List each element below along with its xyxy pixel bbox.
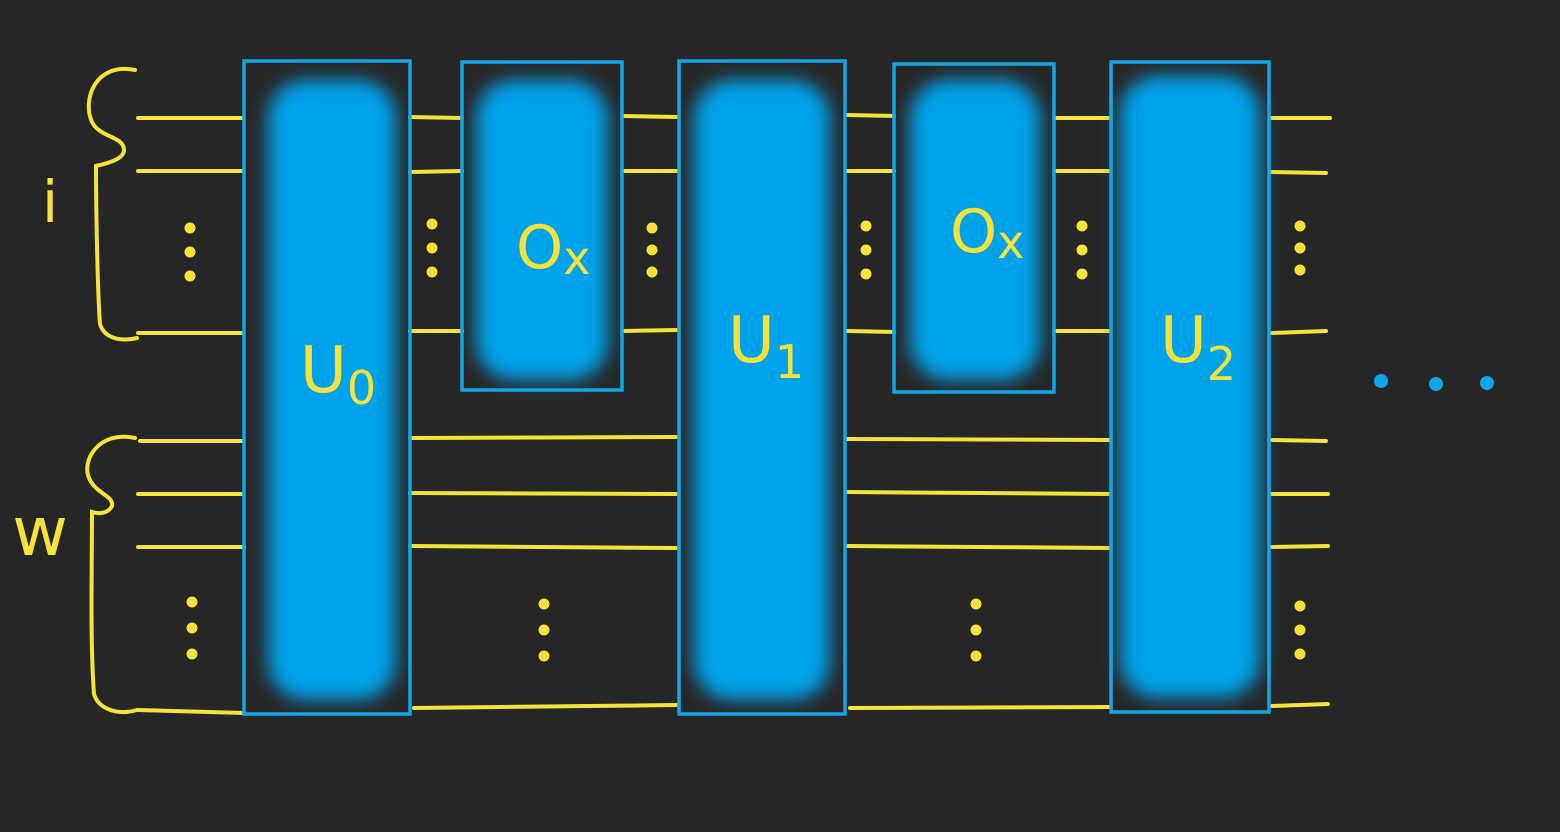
wire-segment xyxy=(412,703,680,710)
ellipsis-dot xyxy=(186,648,198,660)
wire-segment xyxy=(1270,438,1328,443)
gate-ox-2-box xyxy=(892,62,1056,394)
wire-segment xyxy=(844,437,1112,442)
ellipsis-dot xyxy=(184,270,196,282)
wire-segment xyxy=(846,490,1112,496)
ellipsis-dot xyxy=(538,598,550,610)
gate-ox-1: Ox xyxy=(460,60,624,392)
ellipsis-dot xyxy=(970,598,982,610)
ellipsis-dot xyxy=(1076,244,1088,256)
wire-segment xyxy=(844,113,896,118)
vertical-ellipsis-icon xyxy=(426,218,438,278)
vertical-ellipsis-icon xyxy=(538,598,550,662)
gate-u2-box xyxy=(1109,60,1271,714)
wire-segment xyxy=(622,328,680,333)
ellipsis-dot xyxy=(1294,648,1306,660)
gate-ox-2-label: Ox xyxy=(950,197,1024,269)
ellipsis-dot xyxy=(646,222,658,234)
vertical-ellipsis-icon xyxy=(646,222,658,278)
wire-segment xyxy=(1270,329,1328,335)
vertical-ellipsis-icon xyxy=(860,220,872,280)
ellipsis-dot xyxy=(1076,268,1088,280)
gate-ox-1-label: Ox xyxy=(516,213,590,285)
ellipsis-dot xyxy=(1294,264,1306,276)
vertical-ellipsis-icon xyxy=(184,222,196,282)
bottom-register-brace xyxy=(85,434,139,714)
ellipsis-dot xyxy=(1294,220,1306,232)
gate-u0-glow xyxy=(268,80,396,700)
ellipsis-dot xyxy=(1294,600,1306,612)
wire-segment xyxy=(408,491,678,496)
ellipsis-dot xyxy=(860,268,872,280)
ellipsis-dot xyxy=(970,650,982,662)
gate-u2: U2 xyxy=(1109,60,1271,714)
gate-u1-glow xyxy=(694,80,830,700)
gate-ox-1-glow xyxy=(476,80,608,380)
gate-u0: U0 xyxy=(242,59,412,716)
wire-segment xyxy=(622,114,680,119)
circuit-wires xyxy=(136,113,1332,715)
gate-ox-2-glow xyxy=(910,80,1040,380)
gate-u0-label: U0 xyxy=(300,334,376,415)
gate-u0-box xyxy=(242,59,412,716)
ellipsis-dot xyxy=(860,244,872,256)
gate-ox-1-box xyxy=(460,60,624,392)
ellipsis-dot xyxy=(538,624,550,636)
wire-segment xyxy=(1270,702,1330,708)
wire-segment xyxy=(1270,544,1330,549)
ellipsis-icon xyxy=(1374,374,1494,391)
top-register-brace xyxy=(86,66,139,342)
gate-u1-box xyxy=(677,59,847,716)
wire-segment xyxy=(1270,170,1328,175)
ellipsis-dot xyxy=(1294,242,1306,254)
ellipsis-dot xyxy=(860,220,872,232)
register-label-i: i xyxy=(42,168,58,236)
gate-ox-2: Ox xyxy=(892,62,1056,394)
ellipsis-dot xyxy=(426,266,438,278)
ellipsis-dot xyxy=(186,596,198,608)
gate-u1-label: U1 xyxy=(728,304,804,389)
ellipsis-dot xyxy=(186,622,198,634)
wire-segment xyxy=(848,705,1112,710)
ellipsis-dot xyxy=(184,246,196,258)
ellipsis-dot xyxy=(426,218,438,230)
ellipsis-dot xyxy=(1076,220,1088,232)
ellipsis-dot xyxy=(538,650,550,662)
vertical-ellipsis-icon xyxy=(1294,600,1306,660)
wire-segment xyxy=(408,435,678,440)
gate-u1: U1 xyxy=(677,59,847,716)
ellipsis-dot xyxy=(184,222,196,234)
ellipsis-dot xyxy=(646,244,658,256)
vertical-ellipsis-layer xyxy=(184,218,1306,662)
vertical-ellipsis-icon xyxy=(1294,220,1306,276)
ellipsis-dot xyxy=(1294,624,1306,636)
ellipsis-dot xyxy=(970,624,982,636)
register-label-w: w xyxy=(12,493,68,572)
wire-segment xyxy=(408,544,678,550)
gate-u2-glow xyxy=(1120,76,1260,698)
ellipsis-dot xyxy=(426,242,438,254)
wire-segment xyxy=(846,544,1112,550)
vertical-ellipsis-icon xyxy=(186,596,198,660)
gate-u2-label: U2 xyxy=(1160,304,1236,391)
vertical-ellipsis-icon xyxy=(970,598,982,662)
wire-segment xyxy=(136,708,246,715)
wire-segment xyxy=(844,329,896,334)
wire-segment xyxy=(408,115,464,120)
ellipsis-dot xyxy=(646,266,658,278)
wire-segment xyxy=(408,169,464,174)
vertical-ellipsis-icon xyxy=(1076,220,1088,280)
